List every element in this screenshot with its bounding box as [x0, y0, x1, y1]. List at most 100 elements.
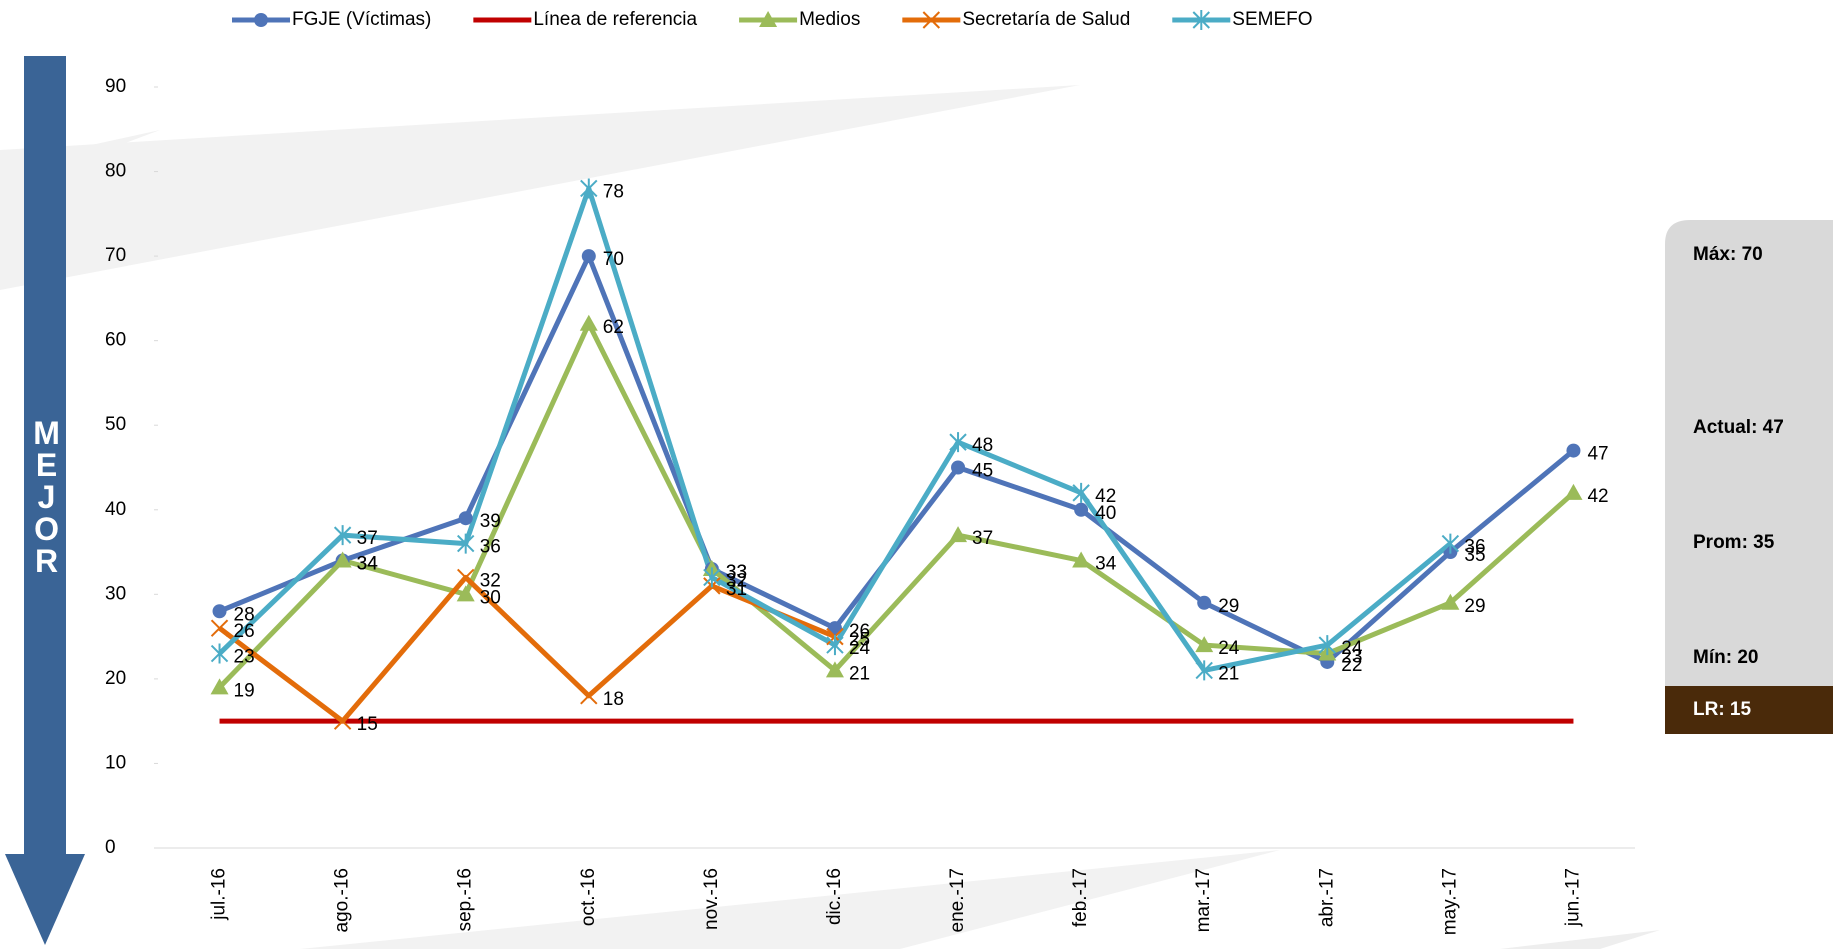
- marker: [210, 678, 229, 695]
- marker: [1072, 482, 1090, 503]
- data-label: 24: [1341, 638, 1363, 659]
- x-tick-label: abr.-17: [1316, 868, 1337, 927]
- data-label: 25: [849, 630, 870, 651]
- data-label: 47: [1587, 444, 1608, 465]
- marker: [456, 585, 475, 602]
- marker: [951, 460, 966, 475]
- marker: [581, 249, 596, 264]
- data-label: 29: [1218, 596, 1239, 617]
- x-tick-label: nov.-16: [701, 868, 722, 930]
- marker: [333, 551, 352, 568]
- data-label: 37: [357, 528, 378, 549]
- y-tick-label: 70: [105, 245, 126, 266]
- x-tick-label: ago.-16: [332, 868, 353, 932]
- marker: [1195, 660, 1213, 681]
- marker: [1197, 595, 1212, 610]
- y-tick-label: 80: [105, 161, 126, 182]
- series-line: [218, 574, 836, 724]
- y-tick-label: 20: [105, 668, 126, 689]
- side-actual: Actual: 47: [1693, 417, 1784, 438]
- legend-label: Línea de referencia: [533, 9, 697, 30]
- background-swoosh: [300, 850, 1280, 949]
- side-max: Máx: 70: [1693, 244, 1763, 265]
- marker: [212, 604, 227, 619]
- data-label: 42: [1095, 486, 1116, 507]
- data-label: 36: [480, 537, 501, 558]
- side-prom: Prom: 35: [1693, 532, 1775, 553]
- y-tick-label: 90: [105, 76, 126, 97]
- marker: [1074, 502, 1089, 517]
- side-lr: LR: 15: [1693, 699, 1752, 720]
- data-label: 39: [480, 511, 501, 532]
- arrow-body: [24, 56, 66, 856]
- legend-marker: [1192, 10, 1210, 30]
- marker: [1441, 593, 1460, 610]
- marker: [1564, 483, 1583, 500]
- y-tick-label: 30: [105, 583, 126, 604]
- x-tick-label: dic.-16: [824, 868, 845, 925]
- legend-label: Secretaría de Salud: [962, 9, 1130, 30]
- marker: [1566, 443, 1581, 458]
- data-label: 48: [972, 435, 993, 456]
- marker: [580, 687, 598, 705]
- x-tick-label: mar.-17: [1193, 868, 1214, 932]
- legend-marker: [254, 13, 268, 27]
- data-label: 78: [603, 181, 624, 202]
- data-label: 36: [1464, 537, 1485, 558]
- data-label: 42: [1587, 486, 1608, 507]
- legend-label: SEMEFO: [1232, 9, 1312, 30]
- side-min: Mín: 20: [1693, 647, 1758, 668]
- y-tick-label: 40: [105, 499, 126, 520]
- x-tick-label: sep.-16: [455, 868, 476, 931]
- marker: [1195, 636, 1214, 653]
- data-label: 34: [1095, 554, 1117, 575]
- data-label: 32: [726, 570, 747, 591]
- marker: [333, 712, 352, 730]
- marker: [457, 533, 475, 554]
- legend-marker: [759, 11, 778, 27]
- series-line: [217, 185, 1452, 673]
- data-label: 32: [480, 570, 501, 591]
- data-label: 40: [1095, 503, 1116, 524]
- legend-marker: [922, 11, 941, 29]
- data-label: 34: [357, 554, 379, 575]
- data-label: 23: [234, 647, 255, 668]
- y-tick-label: 60: [105, 330, 126, 351]
- data-label: 37: [972, 528, 993, 549]
- marker: [1072, 551, 1091, 568]
- marker: [949, 432, 967, 453]
- data-label: 33: [726, 562, 747, 583]
- marker: [457, 568, 475, 587]
- marker: [1318, 635, 1336, 656]
- marker: [826, 635, 844, 656]
- series-line: [217, 321, 1576, 690]
- x-tick-label: feb.-17: [1070, 868, 1091, 927]
- legend-label: Medios: [799, 9, 860, 30]
- data-label: 31: [726, 579, 747, 600]
- arrow-label: MEJOR: [29, 415, 65, 575]
- data-label: 24: [849, 638, 871, 659]
- data-label: 26: [849, 621, 870, 642]
- marker: [458, 511, 473, 526]
- data-label: 18: [603, 689, 624, 710]
- background-swoosh: [0, 85, 1080, 290]
- x-tick-label: may.-17: [1439, 868, 1460, 935]
- marker: [703, 567, 721, 588]
- data-label: 21: [1218, 663, 1239, 684]
- y-tick-label: 0: [105, 837, 116, 858]
- data-label: 29: [1464, 596, 1485, 617]
- data-label: 21: [849, 663, 870, 684]
- data-label: 70: [603, 249, 624, 270]
- data-label: 24: [1218, 638, 1240, 659]
- marker: [579, 314, 598, 331]
- side-panel: [1665, 220, 1833, 686]
- data-label: 19: [234, 680, 255, 701]
- marker: [210, 643, 229, 664]
- marker: [1441, 533, 1460, 554]
- marker: [333, 525, 352, 546]
- marker: [580, 178, 598, 199]
- x-tick-label: oct.-16: [578, 868, 599, 926]
- side-panel-lr: [1665, 686, 1833, 734]
- marker: [210, 619, 229, 637]
